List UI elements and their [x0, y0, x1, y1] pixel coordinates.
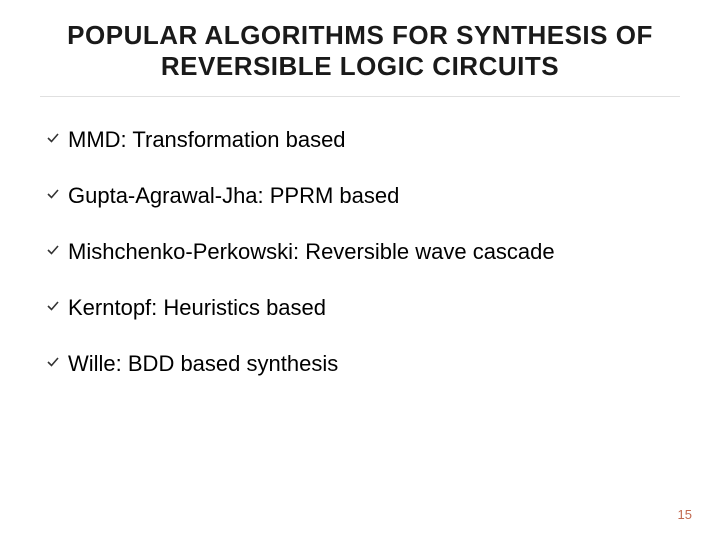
list-item-text: Wille: BDD based synthesis	[68, 351, 338, 377]
list-item: MMD: Transformation based	[46, 127, 680, 153]
checkmark-icon	[46, 187, 60, 206]
list-item: Mishchenko-Perkowski: Reversible wave ca…	[46, 239, 680, 265]
title-line-2: REVERSIBLE LOGIC CIRCUITS	[40, 51, 680, 82]
list-item-text: Mishchenko-Perkowski: Reversible wave ca…	[68, 239, 555, 265]
list-item-text: MMD: Transformation based	[68, 127, 346, 153]
list-item-text: Gupta-Agrawal-Jha: PPRM based	[68, 183, 399, 209]
slide-title: POPULAR ALGORITHMS FOR SYNTHESIS OF REVE…	[40, 20, 680, 97]
checkmark-icon	[46, 131, 60, 150]
list-item: Kerntopf: Heuristics based	[46, 295, 680, 321]
list-item: Wille: BDD based synthesis	[46, 351, 680, 377]
checkmark-icon	[46, 299, 60, 318]
checkmark-icon	[46, 355, 60, 374]
checkmark-icon	[46, 243, 60, 262]
bullet-list: MMD: Transformation based Gupta-Agrawal-…	[40, 127, 680, 377]
list-item-text: Kerntopf: Heuristics based	[68, 295, 326, 321]
list-item: Gupta-Agrawal-Jha: PPRM based	[46, 183, 680, 209]
page-number: 15	[678, 507, 692, 522]
title-line-1: POPULAR ALGORITHMS FOR SYNTHESIS OF	[40, 20, 680, 51]
slide: POPULAR ALGORITHMS FOR SYNTHESIS OF REVE…	[0, 0, 720, 540]
